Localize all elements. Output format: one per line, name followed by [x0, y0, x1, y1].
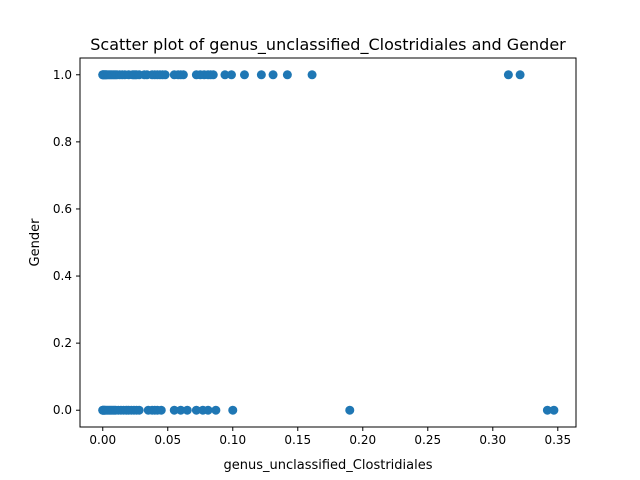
scatter-point [542, 405, 552, 415]
scatter-point [239, 70, 249, 80]
scatter-point [176, 405, 186, 415]
scatter-point [228, 405, 238, 415]
chart-title: Scatter plot of genus_unclassified_Clost… [90, 35, 566, 55]
data-points [98, 70, 559, 415]
scatter-point [220, 70, 230, 80]
scatter-point [211, 405, 221, 415]
x-tick-label: 0.25 [414, 433, 441, 447]
y-axis-label: Gender [28, 218, 43, 267]
x-tick-label: 0.05 [154, 433, 181, 447]
x-tick-label: 0.30 [479, 433, 506, 447]
scatter-point [208, 70, 218, 80]
x-axis: 0.00 0.05 0.10 0.15 0.20 0.25 0.30 0.35 [89, 427, 571, 447]
scatter-point [345, 405, 355, 415]
scatter-point [160, 70, 170, 80]
scatter-point [169, 405, 179, 415]
x-tick-label: 0.35 [544, 433, 571, 447]
scatter-point [307, 70, 317, 80]
plot-frame [79, 57, 577, 428]
scatter-point [191, 405, 201, 415]
x-axis-label: genus_unclassified_Clostridiales [224, 458, 433, 473]
y-axis: 0.0 0.2 0.4 0.6 0.8 1.0 [53, 68, 80, 417]
scatter-point [203, 405, 213, 415]
x-tick-label: 0.20 [349, 433, 376, 447]
scatter-point [268, 70, 278, 80]
scatter-point [178, 70, 188, 80]
scatter-point [156, 405, 166, 415]
y-tick-label: 0.0 [53, 403, 72, 417]
y-tick-label: 0.4 [53, 269, 72, 283]
y-tick-label: 1.0 [53, 68, 72, 82]
x-tick-label: 0.00 [89, 433, 116, 447]
scatter-point [134, 405, 144, 415]
y-tick-label: 0.6 [53, 202, 72, 216]
scatter-point [256, 70, 266, 80]
scatter-point [282, 70, 292, 80]
y-tick-label: 0.2 [53, 336, 72, 350]
scatter-point [549, 405, 559, 415]
x-tick-label: 0.15 [284, 433, 311, 447]
y-tick-label: 0.8 [53, 135, 72, 149]
scatter-point [226, 70, 236, 80]
scatter-point [503, 70, 513, 80]
scatter-point [515, 70, 525, 80]
x-tick-label: 0.10 [219, 433, 246, 447]
scatter-point [182, 405, 192, 415]
